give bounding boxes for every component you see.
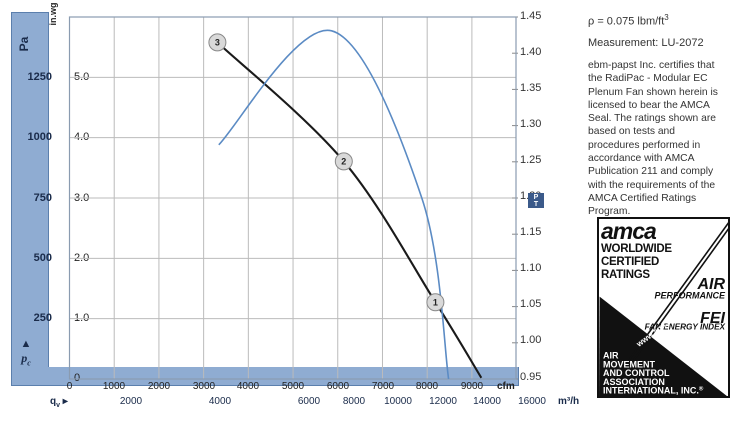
svg-text:3: 3 — [215, 38, 220, 48]
svg-text:1: 1 — [433, 297, 438, 307]
svg-text:2: 2 — [341, 157, 346, 167]
